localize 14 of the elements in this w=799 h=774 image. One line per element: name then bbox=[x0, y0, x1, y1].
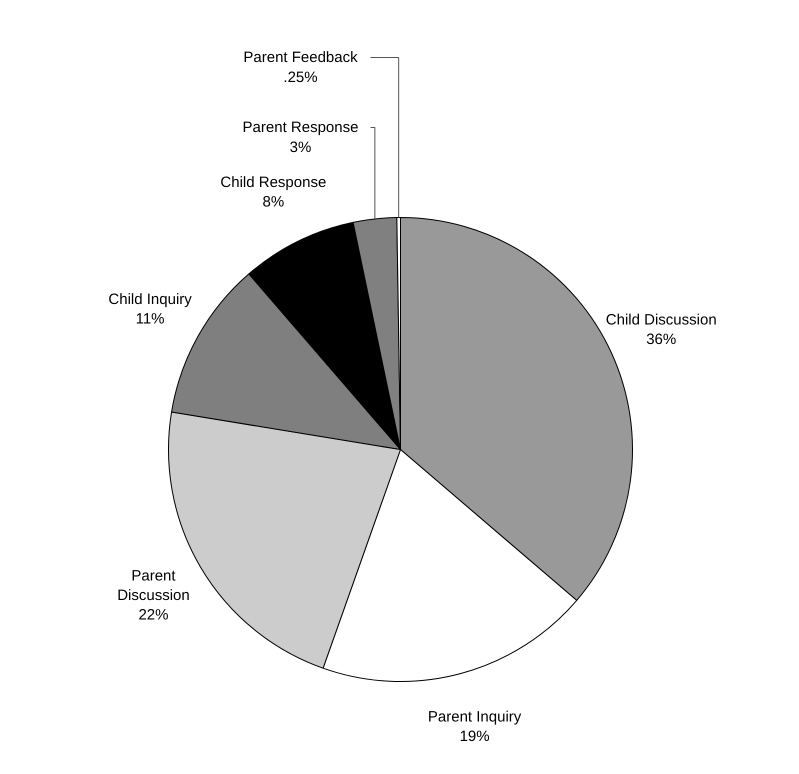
data-label: 19% bbox=[460, 728, 490, 746]
data-label: 3% bbox=[290, 138, 312, 156]
slice-label: Child Response bbox=[220, 174, 326, 191]
slice-label: Parent Inquiry bbox=[428, 708, 522, 726]
data-label: 22% bbox=[138, 606, 168, 624]
data-label: 8% bbox=[262, 193, 284, 210]
data-label: 36% bbox=[646, 330, 676, 348]
slice-label: Parent Response bbox=[242, 119, 358, 136]
slice-label: Child Inquiry bbox=[108, 291, 192, 308]
slice-label: Child Discussion bbox=[606, 311, 717, 328]
slice-label: Parent Discussion bbox=[117, 568, 190, 604]
data-label: 11% bbox=[136, 310, 165, 328]
slice-label: Parent Feedback bbox=[243, 49, 358, 66]
data-label: .25% bbox=[283, 68, 318, 86]
